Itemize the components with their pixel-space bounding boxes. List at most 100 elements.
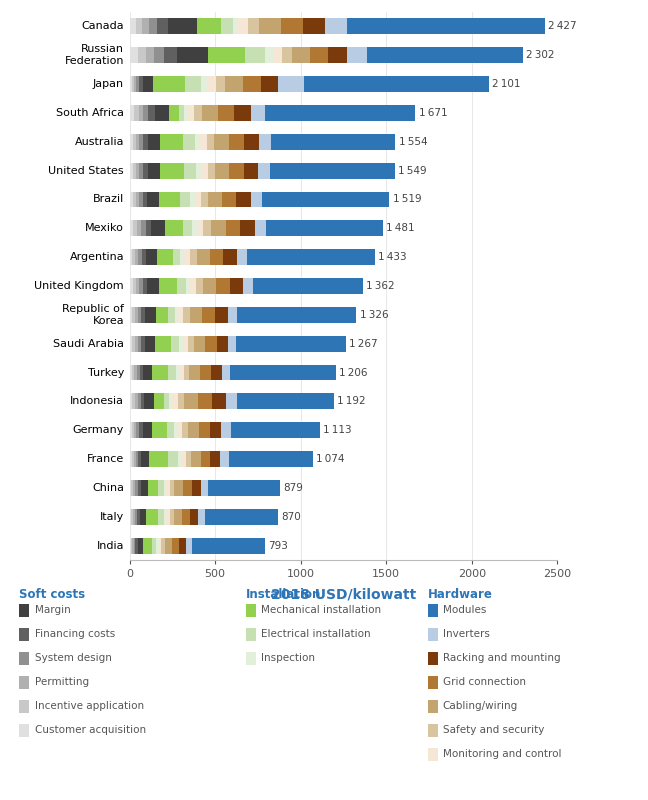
Text: Soft costs: Soft costs bbox=[19, 588, 86, 601]
Bar bbox=[133, 480, 135, 496]
Bar bbox=[158, 480, 164, 496]
Bar bbox=[130, 336, 132, 352]
Bar bbox=[253, 278, 363, 294]
Bar bbox=[143, 538, 152, 554]
Bar bbox=[229, 162, 244, 178]
Bar bbox=[201, 76, 209, 92]
Bar bbox=[143, 76, 153, 92]
Bar bbox=[243, 76, 260, 92]
Bar bbox=[135, 480, 138, 496]
Bar bbox=[159, 278, 177, 294]
Bar bbox=[143, 134, 148, 150]
Text: Monitoring and control: Monitoring and control bbox=[443, 749, 561, 758]
Text: 2 427: 2 427 bbox=[548, 22, 577, 31]
Bar bbox=[222, 365, 229, 381]
Bar bbox=[244, 162, 259, 178]
Bar bbox=[189, 336, 194, 352]
Bar bbox=[131, 538, 132, 554]
Bar bbox=[259, 18, 281, 34]
Bar bbox=[138, 250, 142, 265]
Bar bbox=[153, 76, 185, 92]
Bar bbox=[133, 451, 136, 467]
Bar bbox=[190, 509, 198, 525]
Bar bbox=[135, 250, 138, 265]
Bar bbox=[143, 162, 148, 178]
Bar bbox=[278, 76, 304, 92]
Bar bbox=[347, 47, 367, 63]
Bar bbox=[186, 278, 190, 294]
Bar bbox=[147, 278, 159, 294]
Text: 793: 793 bbox=[268, 541, 288, 550]
Bar bbox=[146, 250, 157, 265]
Text: 1 549: 1 549 bbox=[398, 166, 426, 176]
Bar bbox=[133, 134, 136, 150]
Bar bbox=[202, 307, 215, 322]
Bar bbox=[139, 422, 143, 438]
Bar bbox=[203, 278, 216, 294]
Bar bbox=[251, 105, 265, 121]
Bar bbox=[166, 480, 170, 496]
Bar bbox=[216, 336, 228, 352]
Bar bbox=[135, 336, 138, 352]
Bar bbox=[137, 365, 140, 381]
Bar bbox=[139, 451, 141, 467]
Bar bbox=[228, 307, 237, 322]
Bar bbox=[211, 365, 222, 381]
Bar bbox=[179, 538, 187, 554]
Bar bbox=[179, 365, 184, 381]
Bar bbox=[149, 451, 168, 467]
Bar bbox=[168, 451, 178, 467]
Bar bbox=[196, 250, 210, 265]
Bar bbox=[184, 250, 190, 265]
Bar bbox=[133, 162, 135, 178]
Bar bbox=[201, 480, 208, 496]
Bar bbox=[210, 250, 224, 265]
Bar bbox=[154, 394, 164, 410]
Bar bbox=[325, 18, 347, 34]
Bar bbox=[187, 105, 194, 121]
Bar bbox=[141, 307, 145, 322]
Bar bbox=[203, 220, 211, 236]
Bar bbox=[159, 191, 179, 207]
Bar bbox=[143, 18, 148, 34]
Bar bbox=[156, 307, 168, 322]
Bar bbox=[194, 336, 205, 352]
Bar bbox=[143, 278, 147, 294]
Bar bbox=[142, 250, 146, 265]
Text: 1 074: 1 074 bbox=[316, 454, 345, 464]
Bar bbox=[148, 18, 157, 34]
Bar bbox=[200, 451, 210, 467]
Bar bbox=[198, 18, 221, 34]
Bar bbox=[147, 191, 159, 207]
Bar bbox=[151, 220, 165, 236]
Bar bbox=[259, 162, 270, 178]
Bar bbox=[132, 307, 135, 322]
Bar bbox=[174, 480, 183, 496]
Bar bbox=[132, 422, 133, 438]
Bar bbox=[185, 105, 187, 121]
Bar bbox=[281, 18, 303, 34]
Bar bbox=[143, 422, 152, 438]
Bar bbox=[266, 220, 383, 236]
Bar bbox=[138, 336, 141, 352]
Text: 1 267: 1 267 bbox=[349, 338, 378, 349]
Text: 1 554: 1 554 bbox=[399, 137, 427, 146]
Bar bbox=[248, 250, 375, 265]
Bar bbox=[244, 278, 253, 294]
Bar bbox=[240, 220, 255, 236]
Bar bbox=[156, 538, 159, 554]
Bar bbox=[178, 307, 183, 322]
Bar bbox=[135, 162, 139, 178]
Bar bbox=[226, 76, 243, 92]
Bar bbox=[237, 191, 251, 207]
Bar bbox=[190, 191, 194, 207]
Bar bbox=[135, 509, 137, 525]
Bar bbox=[304, 76, 489, 92]
Bar bbox=[183, 336, 189, 352]
Bar bbox=[157, 509, 164, 525]
Bar bbox=[130, 18, 136, 34]
Bar bbox=[184, 162, 196, 178]
Bar bbox=[177, 278, 186, 294]
Bar bbox=[133, 509, 135, 525]
Bar bbox=[130, 47, 138, 63]
